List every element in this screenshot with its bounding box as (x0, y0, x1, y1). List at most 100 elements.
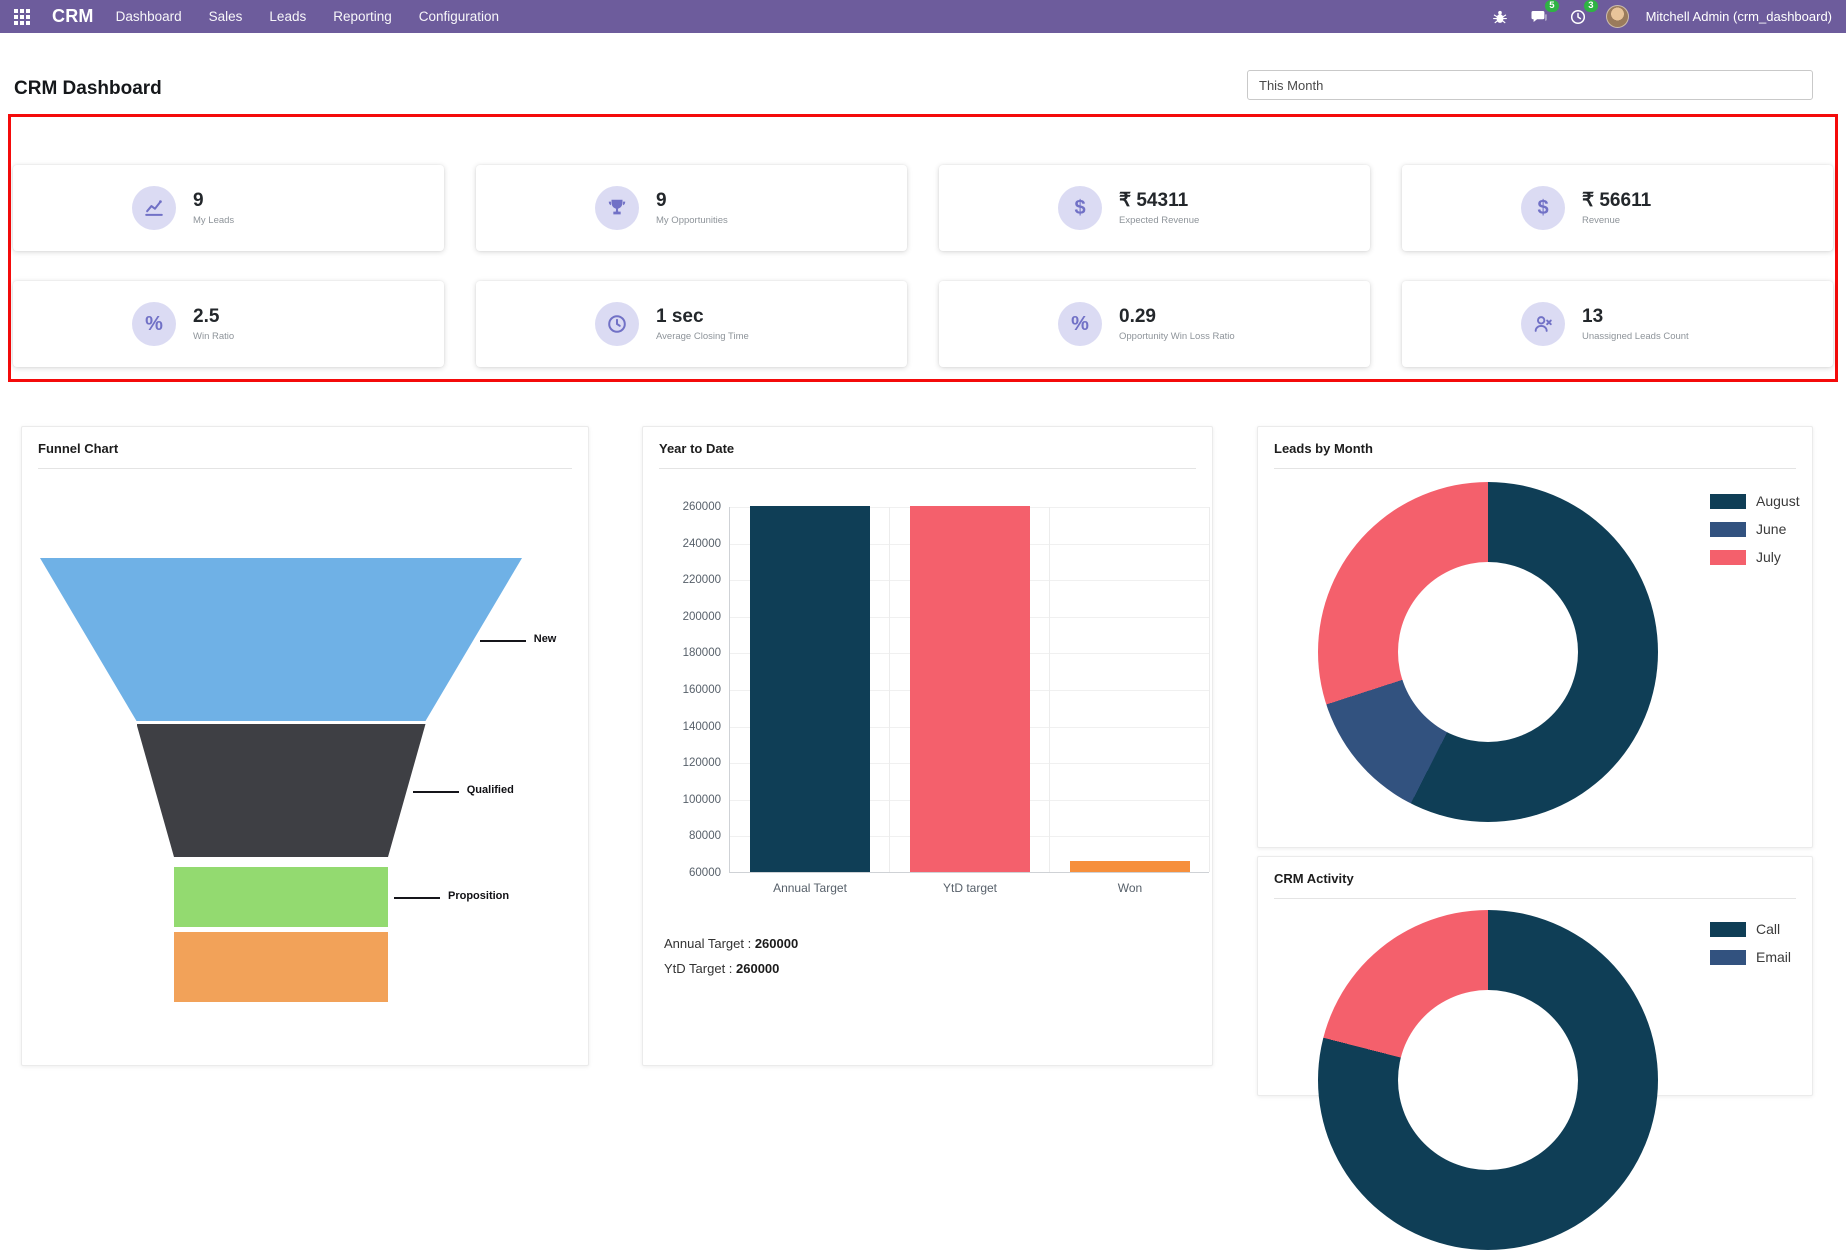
kpi-text: 1 sec Average Closing Time (656, 306, 788, 343)
leads-by-month-donut[interactable] (1318, 482, 1658, 822)
gridline-v (1049, 507, 1050, 872)
nav-right: 5 3 Mitchell Admin (crm_dashboard) (1489, 0, 1832, 28)
y-axis-tick: 160000 (682, 684, 721, 696)
nav-item-leads[interactable]: Leads (269, 9, 307, 24)
legend-swatch (1710, 521, 1746, 537)
year-to-date-card: Year to Date 260000 240000 220000 200000 180… (642, 426, 1213, 1066)
trophy-icon (595, 186, 639, 230)
nav-item-sales[interactable]: Sales (208, 9, 243, 24)
y-axis-tick: 180000 (682, 647, 721, 660)
kpi-card-unassigned-leads-count[interactable]: 13 Unassigned Leads Count (1402, 281, 1833, 367)
funnel-stage-4[interactable] (174, 932, 388, 1002)
nav-item-configuration[interactable]: Configuration (418, 9, 500, 24)
dollar-icon: $ (1521, 186, 1565, 230)
funnel-label-new: New (533, 632, 557, 645)
leads-by-month-title: Leads by Month (1274, 441, 1373, 456)
legend-swatch (1710, 549, 1746, 565)
crm-activity-donut[interactable] (1318, 910, 1658, 1250)
kpi-card-expected-revenue[interactable]: $ ₹ 54311 Expected Revenue (939, 165, 1370, 251)
divider (659, 468, 1196, 469)
footer-stat-value: 260000 (736, 961, 780, 976)
funnel-chart-card: Funnel Chart New Qualified Proposition (21, 426, 589, 1066)
legend-item-email[interactable]: Email (1710, 949, 1791, 965)
kpi-card-my-opportunities[interactable]: 9 My Opportunities (476, 165, 907, 251)
kpi-label: Average Closing Time (656, 331, 749, 343)
kpi-text: 2.5 Win Ratio (193, 306, 325, 343)
funnel-label-line (412, 790, 459, 793)
kpi-card-average-closing-time[interactable]: 1 sec Average Closing Time (476, 281, 907, 367)
period-filter[interactable]: This Month (1247, 70, 1813, 100)
debug-bug-icon[interactable] (1489, 6, 1511, 28)
period-filter-value: This Month (1259, 77, 1324, 93)
user-x-icon (1521, 302, 1565, 346)
funnel-label-proposition: Proposition (448, 890, 510, 902)
kpi-label: Opportunity Win Loss Ratio (1119, 331, 1235, 343)
kpi-label: Expected Revenue (1119, 215, 1200, 227)
kpi-card-revenue[interactable]: $ ₹ 56611 Revenue (1402, 165, 1833, 251)
bar-ytd-target[interactable] (910, 506, 1030, 872)
page-title: CRM Dashboard (14, 78, 162, 99)
legend-item-july[interactable]: July (1710, 549, 1800, 565)
divider (1274, 468, 1796, 469)
divider (38, 468, 572, 469)
messages-icon[interactable]: 5 (1528, 0, 1559, 28)
kpi-value: 9 (656, 189, 667, 211)
y-axis-tick: 60000 (689, 867, 721, 879)
footer-stat: YtD Target : 260000 (664, 956, 1196, 981)
crm-activity-legend: Call Email (1710, 921, 1791, 977)
crm-activity-card: CRM Activity Call Email (1257, 856, 1813, 1250)
legend-item-june[interactable]: June (1710, 521, 1800, 537)
kpi-value: 0.29 (1119, 305, 1156, 327)
y-axis-tick: 120000 (682, 757, 721, 770)
kpi-value: ₹ 56611 (1582, 189, 1652, 211)
nav-item-dashboard[interactable]: Dashboard (115, 9, 182, 24)
funnel-stage-proposition[interactable] (174, 867, 388, 927)
kpi-text: 9 My Leads (193, 190, 325, 227)
kpi-value: ₹ 54311 (1119, 189, 1189, 211)
kpi-label: Win Ratio (193, 331, 235, 343)
x-axis-label: Won (1117, 881, 1143, 895)
kpi-card-my-leads[interactable]: 9 My Leads (13, 165, 444, 251)
app-title[interactable]: CRM (52, 6, 94, 26)
footer-stat-value: 260000 (754, 936, 799, 951)
footer-stat: Annual Target : 260000 (664, 931, 1196, 956)
bar-won[interactable] (1070, 861, 1190, 872)
apps-grid-icon[interactable] (14, 8, 30, 25)
legend-item-call[interactable]: Call (1710, 921, 1791, 937)
legend-label: June (1756, 521, 1787, 537)
activities-badge: 3 (1584, 0, 1598, 12)
legend-item-august[interactable]: August (1710, 493, 1800, 509)
user-menu[interactable]: Mitchell Admin (crm_dashboard) (1645, 9, 1832, 24)
line-chart-icon (132, 186, 176, 230)
footer-stat-label: Annual Target : (664, 936, 755, 951)
bar-annual-target[interactable] (750, 506, 870, 872)
kpi-label: Unassigned Leads Count (1582, 331, 1689, 343)
dollar-icon: $ (1058, 186, 1102, 230)
funnel-label-line (479, 639, 526, 642)
kpi-label: Revenue (1582, 215, 1621, 227)
page-header: CRM Dashboard This Month (0, 33, 1846, 114)
funnel-chart: New Qualified Proposition (38, 558, 572, 1008)
funnel-stage-qualified[interactable] (136, 724, 426, 857)
funnel-stage-new[interactable] (40, 558, 522, 721)
activities-clock-icon[interactable]: 3 (1567, 0, 1598, 28)
nav-item-reporting[interactable]: Reporting (333, 9, 392, 24)
nav-menu: Dashboard Sales Leads Reporting Configuratio… (116, 9, 499, 24)
kpi-card-win-ratio[interactable]: % 2.5 Win Ratio (13, 281, 444, 367)
legend-label: Email (1756, 949, 1792, 965)
kpi-text: ₹ 56611 Revenue (1582, 190, 1714, 227)
kpi-value: 9 (193, 189, 204, 211)
year-to-date-title: Year to Date (659, 441, 735, 456)
kpi-text: 13 Unassigned Leads Count (1582, 306, 1714, 343)
kpi-value: 1 sec (656, 305, 704, 327)
y-axis-tick: 140000 (682, 720, 721, 733)
year-to-date-bar-chart: 260000 240000 220000 200000 180000 160000 1400… (683, 501, 1210, 895)
legend-label: August (1756, 493, 1800, 509)
avatar[interactable] (1605, 5, 1629, 28)
leads-by-month-legend: August June July (1710, 493, 1800, 577)
footer-stat-label: YtD Target : (664, 961, 737, 976)
funnel-label-qualified: Qualified (466, 783, 514, 796)
kpi-text: 0.29 Opportunity Win Loss Ratio (1119, 306, 1251, 343)
kpi-card-opportunity-win-loss-ratio[interactable]: % 0.29 Opportunity Win Loss Ratio (939, 281, 1370, 367)
funnel-label-line (394, 897, 440, 899)
